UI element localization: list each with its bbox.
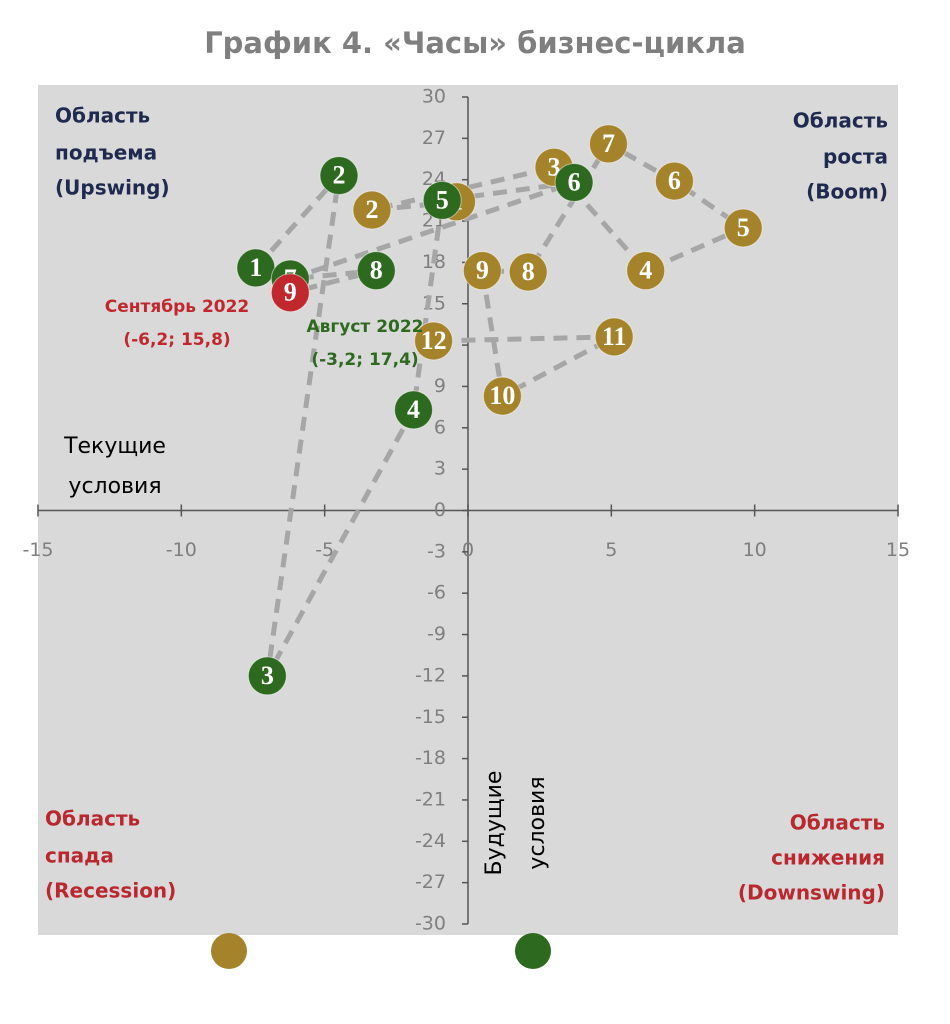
y-tick-label: -6 <box>427 582 446 604</box>
quadrant-label: Область <box>793 109 888 133</box>
point <box>352 190 392 230</box>
point <box>482 376 522 416</box>
point-label: 1 <box>249 253 262 282</box>
point <box>554 162 594 202</box>
annotation: Август 2022 <box>306 317 423 337</box>
point <box>270 273 310 313</box>
point-label: 5 <box>436 185 449 214</box>
legend-marker <box>211 933 247 969</box>
point <box>394 390 434 430</box>
point-label: 6 <box>668 166 681 195</box>
point <box>414 321 454 361</box>
quadrant-label: спада <box>45 844 114 868</box>
y-tick-label: 3 <box>434 458 446 480</box>
y-tick-label: -30 <box>415 913 446 935</box>
series-path <box>254 167 575 678</box>
point-label: 3 <box>261 661 274 690</box>
point-label: 9 <box>284 278 297 307</box>
quadrant-label: роста <box>823 145 888 169</box>
point-label: 4 <box>639 256 652 285</box>
x-tick-label: 5 <box>605 539 617 561</box>
point-label: 2 <box>365 195 378 224</box>
point-label: 4 <box>407 395 420 424</box>
axes: -15-10-5051015302724211815129630-3-6-9-1… <box>22 86 910 935</box>
y-tick-label: -9 <box>427 623 446 645</box>
quadrant-label: (Boom) <box>806 180 888 204</box>
point-label: 12 <box>421 326 447 355</box>
x-tick-label: -10 <box>166 539 197 561</box>
quadrant-label: снижения <box>771 846 885 870</box>
x-tick-label: -15 <box>22 539 53 561</box>
point-label: 2 <box>333 161 346 190</box>
y-tick-label: 15 <box>422 292 446 314</box>
point <box>588 124 628 164</box>
y-tick-label: -18 <box>415 747 446 769</box>
point-label: 5 <box>737 213 750 242</box>
point <box>508 252 548 292</box>
y-tick-label: -15 <box>415 706 446 728</box>
annotation: (-6,2; 15,8) <box>123 330 230 350</box>
y-axis-label: Будущие <box>482 771 507 876</box>
x-axis-label: Текущие <box>63 434 166 459</box>
series-path <box>371 140 749 400</box>
point-label: 8 <box>522 257 535 286</box>
point <box>594 317 634 357</box>
y-tick-label: -12 <box>415 664 446 686</box>
quadrant-label: (Downswing) <box>738 881 885 905</box>
annotation: (-3,2; 17,4) <box>311 350 418 370</box>
point <box>723 208 763 248</box>
x-tick-label: 10 <box>743 539 767 561</box>
point <box>422 180 462 220</box>
point <box>247 656 287 696</box>
quadrant-label: (Upswing) <box>55 176 170 200</box>
y-tick-label: -24 <box>415 830 446 852</box>
quadrant-label: (Recession) <box>45 879 176 903</box>
point <box>654 161 694 201</box>
x-tick-label: 15 <box>886 539 910 561</box>
point <box>356 251 396 291</box>
annotation: Сентябрь 2022 <box>105 297 250 317</box>
point-label: 11 <box>602 322 627 351</box>
y-tick-label: 30 <box>422 86 446 108</box>
y-axis-label: условия <box>525 776 550 869</box>
quadrant-label: Область <box>55 104 150 128</box>
x-tick-label: -5 <box>315 539 334 561</box>
point-label: 7 <box>602 129 615 158</box>
x-tick-label: 0 <box>462 539 474 561</box>
point <box>319 156 359 196</box>
y-tick-label: 27 <box>422 127 446 149</box>
point-label: 9 <box>476 256 489 285</box>
point-label: 10 <box>489 381 515 410</box>
y-tick-label: 0 <box>434 499 446 521</box>
point <box>626 251 666 291</box>
paths <box>254 140 749 678</box>
y-tick-label: -21 <box>415 788 446 810</box>
quadrant-label: Область <box>45 807 140 831</box>
point-label: 6 <box>568 167 581 196</box>
x-axis-label: условия <box>68 474 161 499</box>
y-tick-label: -3 <box>427 540 446 562</box>
quadrant-label: подъема <box>55 141 157 165</box>
legend <box>211 933 551 969</box>
chart-title: График 4. «Часы» бизнес-цикла <box>204 26 746 60</box>
y-tick-label: 6 <box>434 416 446 438</box>
y-tick-label: -27 <box>415 871 446 893</box>
point <box>462 251 502 291</box>
points: 123456789101112123456789 <box>236 124 763 696</box>
point-label: 8 <box>370 256 383 285</box>
legend-marker <box>515 933 551 969</box>
quadrant-label: Область <box>790 811 885 835</box>
y-tick-label: 9 <box>434 375 446 397</box>
